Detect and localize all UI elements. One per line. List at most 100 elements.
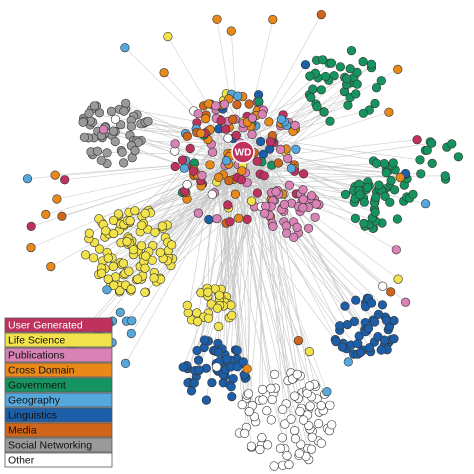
node <box>273 158 284 168</box>
node <box>331 337 341 347</box>
edge <box>215 106 318 153</box>
node <box>327 420 337 430</box>
node <box>364 343 375 353</box>
node <box>292 222 302 232</box>
edge <box>224 93 356 183</box>
node <box>268 221 278 231</box>
node <box>293 336 304 346</box>
node <box>264 117 274 127</box>
node <box>335 321 345 331</box>
node <box>266 383 276 394</box>
node <box>127 316 137 326</box>
node <box>299 169 309 179</box>
node <box>101 226 111 236</box>
node <box>233 91 243 101</box>
node <box>212 14 222 24</box>
node <box>108 215 119 225</box>
node <box>240 428 250 439</box>
node <box>337 342 348 352</box>
node <box>203 313 214 323</box>
node <box>110 136 120 147</box>
center-node <box>231 140 255 164</box>
node <box>155 247 165 257</box>
node <box>208 147 218 157</box>
edge <box>239 159 406 303</box>
node <box>98 125 109 135</box>
node <box>345 64 355 74</box>
node <box>370 207 380 217</box>
node <box>305 381 315 391</box>
node <box>159 68 169 78</box>
node <box>304 421 314 431</box>
node <box>260 208 270 218</box>
node <box>401 297 411 307</box>
node <box>122 237 132 247</box>
node <box>189 378 199 388</box>
node <box>282 451 292 461</box>
node <box>214 290 224 300</box>
node <box>231 130 241 140</box>
node <box>393 274 403 284</box>
edge <box>239 159 401 178</box>
node <box>226 300 236 310</box>
edge <box>163 153 244 259</box>
node <box>126 284 136 294</box>
node <box>188 166 198 176</box>
node <box>379 335 390 345</box>
node <box>256 136 266 147</box>
nodes: WD <box>22 10 464 471</box>
node <box>311 199 321 209</box>
node <box>118 158 129 168</box>
legend-label: User Generated <box>8 319 83 331</box>
node <box>255 444 265 455</box>
node <box>342 320 353 330</box>
node <box>247 113 257 123</box>
node <box>108 229 119 239</box>
node <box>247 196 257 206</box>
node <box>157 221 167 231</box>
node <box>343 100 353 110</box>
legend-swatch <box>4 347 113 363</box>
node <box>298 203 308 213</box>
node <box>179 163 189 173</box>
node <box>384 107 394 117</box>
legend-swatch <box>4 452 113 468</box>
node <box>193 109 203 119</box>
node <box>359 218 369 228</box>
node <box>374 180 384 190</box>
node <box>278 404 288 415</box>
node <box>170 139 180 149</box>
node <box>316 85 326 95</box>
edge <box>216 181 225 370</box>
node <box>386 175 396 186</box>
node <box>343 357 353 367</box>
node <box>318 55 328 65</box>
node <box>290 391 300 401</box>
node <box>207 378 217 388</box>
legend-label: Social Networking <box>8 439 92 451</box>
node <box>212 303 222 313</box>
node <box>79 132 89 142</box>
node <box>271 187 281 197</box>
node <box>453 152 464 162</box>
node <box>335 62 346 72</box>
node <box>252 156 262 166</box>
node <box>254 96 264 107</box>
edge <box>239 69 398 161</box>
edge <box>119 159 227 293</box>
edge <box>217 166 224 307</box>
node <box>214 172 224 182</box>
node <box>234 213 244 223</box>
node <box>213 347 224 358</box>
node <box>282 228 292 238</box>
node <box>326 58 337 68</box>
node <box>358 56 368 67</box>
node <box>316 10 326 20</box>
node <box>182 300 192 311</box>
edge <box>244 175 446 179</box>
node <box>227 310 237 321</box>
node <box>115 286 125 296</box>
node <box>296 439 306 449</box>
node <box>199 335 210 345</box>
node <box>363 182 373 192</box>
